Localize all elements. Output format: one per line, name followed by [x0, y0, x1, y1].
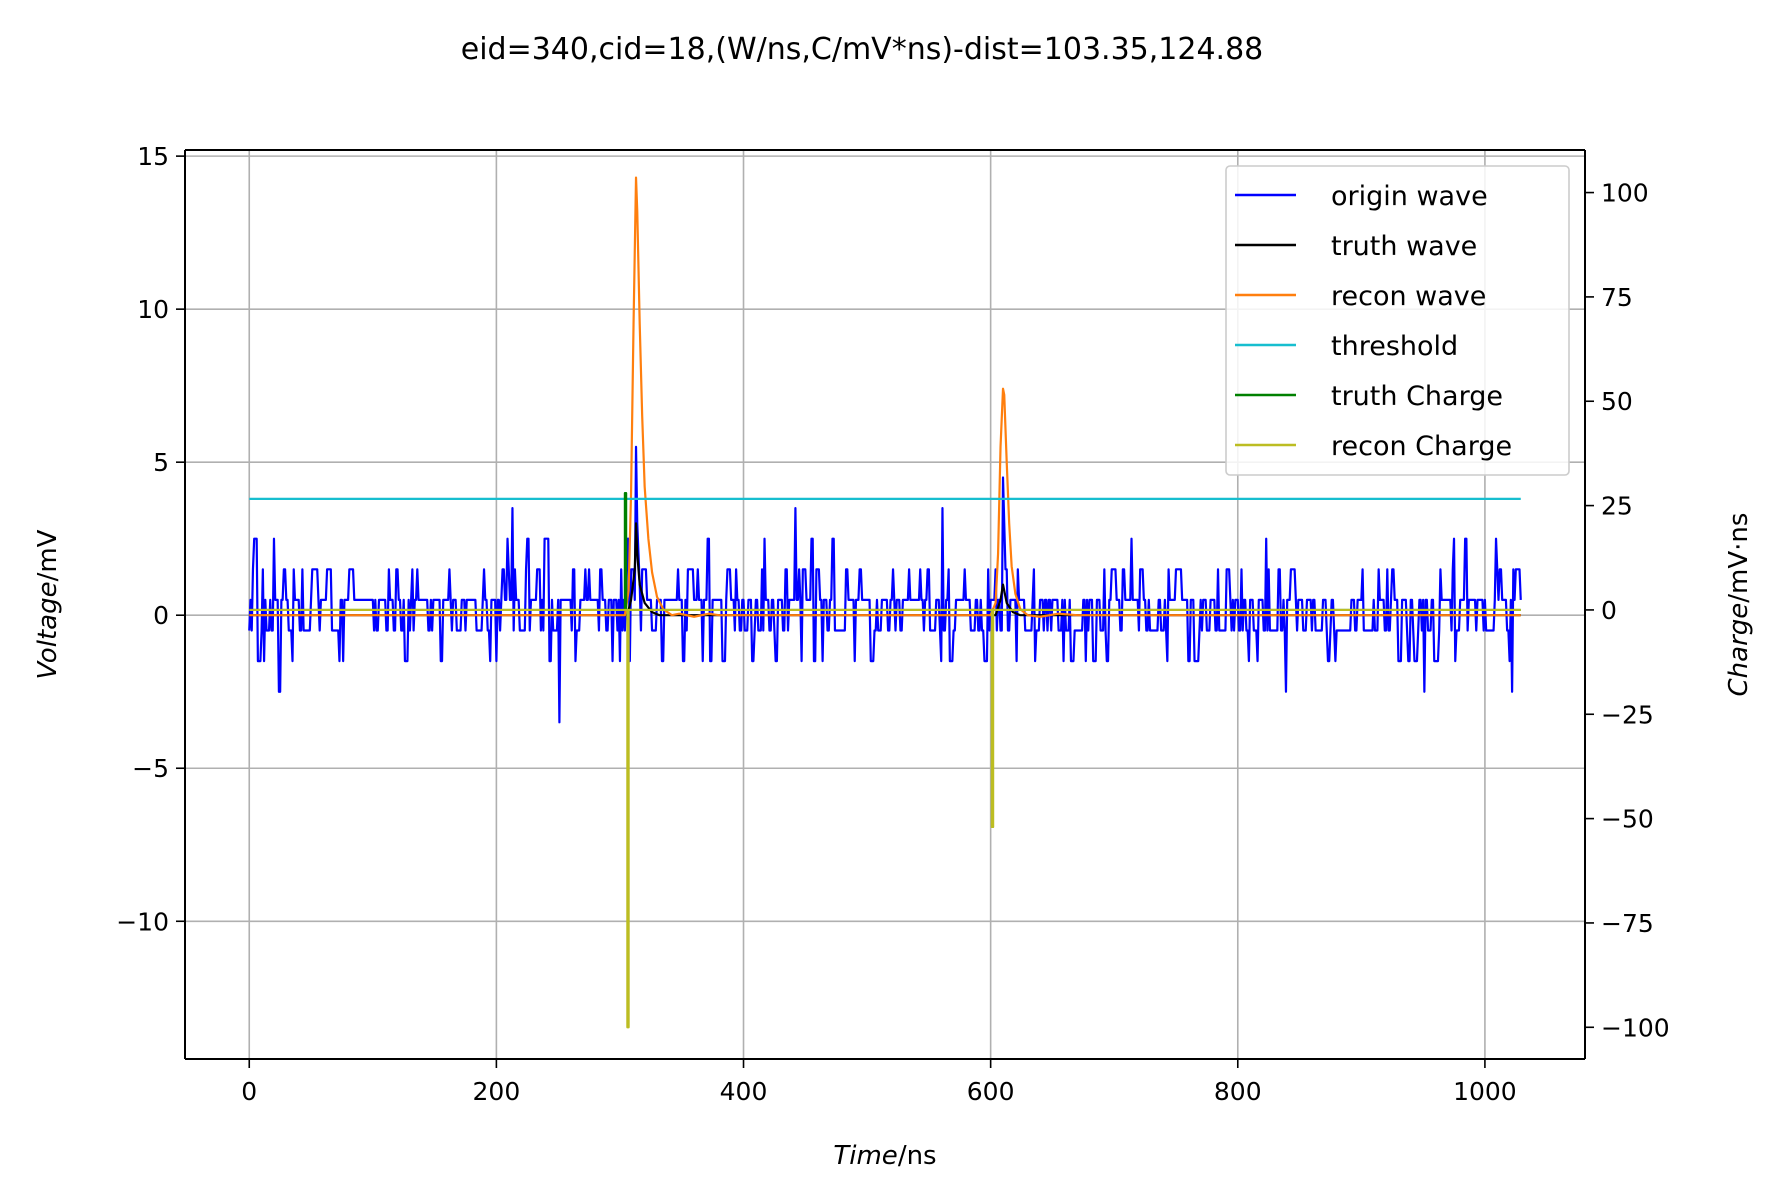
- legend-label-truth-charge: truth Charge: [1331, 381, 1503, 412]
- y-right-tick-label: −25: [1601, 700, 1654, 729]
- legend-label-truth-wave: truth wave: [1331, 231, 1477, 262]
- x-tick-label: 600: [967, 1077, 1015, 1106]
- series-line-recon-wave: [249, 176, 1521, 618]
- series-line-truth-wave: [249, 522, 1521, 617]
- y-right-tick-label: −50: [1601, 805, 1654, 834]
- y-right-tick-label: −75: [1601, 909, 1654, 938]
- y-right-tick-label: 0: [1601, 596, 1617, 625]
- y-left-tick-label: 5: [153, 448, 169, 477]
- y-left-tick-label: 15: [137, 142, 169, 171]
- series-line-origin-wave: [248, 445, 1522, 724]
- x-tick-label: 400: [720, 1077, 768, 1106]
- y-right-tick-label: 25: [1601, 492, 1633, 521]
- series-line-recon-charge: [249, 608, 1521, 1029]
- series-layer: [248, 176, 1522, 1029]
- y-left-tick-label: −5: [132, 754, 169, 783]
- legend-label-recon-charge: recon Charge: [1331, 431, 1512, 462]
- x-tick-label: 800: [1214, 1077, 1262, 1106]
- y-left-tick-label: 10: [137, 295, 169, 324]
- y-axis-left-label: Voltage/mV: [33, 529, 63, 679]
- y-right-tick-label: 100: [1601, 179, 1649, 208]
- y-right-tick-label: 75: [1601, 283, 1633, 312]
- legend-label-threshold: threshold: [1331, 331, 1458, 362]
- y-left-tick-label: −10: [116, 907, 169, 936]
- ticks-layer: 0 200 400 600 800 1000−10−5051015−100−75−50−2…: [33, 142, 1754, 1171]
- axes-layer: [184, 149, 1586, 1060]
- x-axis-label: Time/ns: [833, 1141, 936, 1171]
- series-line-truth-charge: [249, 491, 1521, 612]
- y-axis-right-label: Charge/mV·ns: [1724, 513, 1754, 697]
- y-right-tick-label: −100: [1601, 1013, 1670, 1042]
- legend: origin wave truth wave recon wave threshold…: [1225, 165, 1570, 476]
- y-left-tick-label: 0: [153, 601, 169, 630]
- x-tick-label: 200: [473, 1077, 521, 1106]
- legend-label-origin-wave: origin wave: [1331, 181, 1488, 212]
- x-tick-label: 1000: [1453, 1077, 1517, 1106]
- chart-title: eid=340,cid=18,(W/ns,C/mV*ns)-dist=103.3…: [461, 32, 1264, 67]
- y-right-tick-label: 50: [1601, 387, 1633, 416]
- legend-box: [1225, 165, 1570, 476]
- x-tick-label: 0: [241, 1077, 257, 1106]
- legend-label-recon-wave: recon wave: [1331, 281, 1486, 312]
